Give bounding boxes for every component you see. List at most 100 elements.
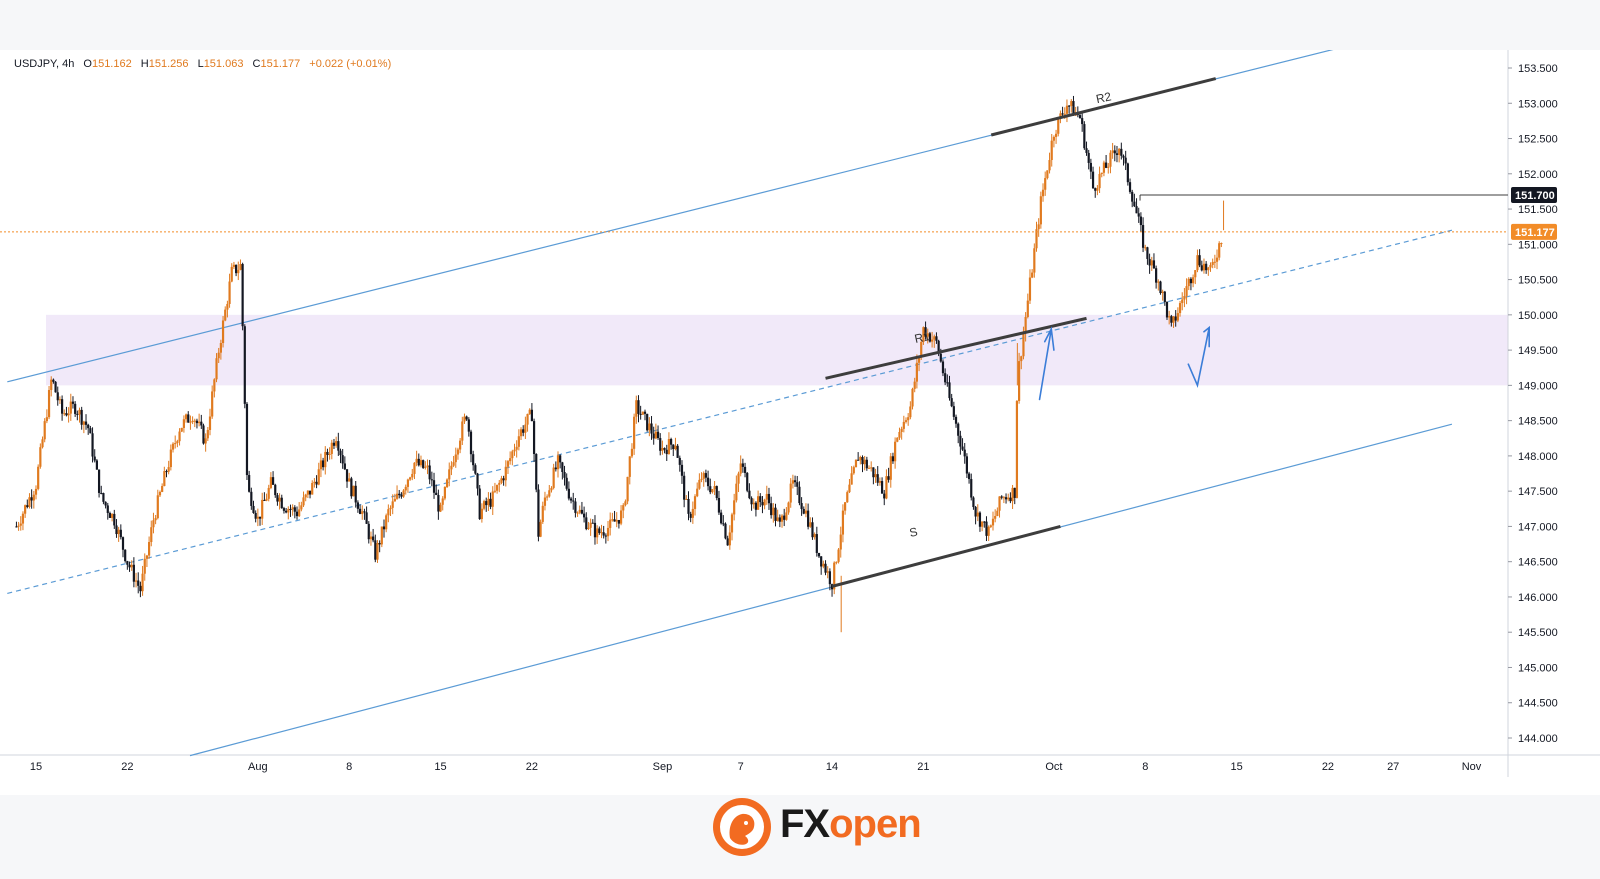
candle-body (852, 467, 855, 474)
x-tick-label: Sep (653, 761, 673, 773)
candle-body (733, 500, 736, 515)
candle-body (909, 406, 912, 418)
candle-body (415, 458, 418, 463)
candle-body (1152, 260, 1156, 269)
candle-body (672, 444, 675, 450)
candle-body (885, 476, 888, 499)
candlestick-series (15, 95, 1225, 633)
candle-body (1115, 153, 1119, 155)
candle-body (959, 435, 962, 447)
candle-body (1150, 260, 1153, 266)
candle-body (687, 498, 690, 514)
s-label: S (908, 525, 919, 540)
candle-body (469, 431, 473, 455)
candle-body (219, 343, 222, 353)
candle-body (498, 482, 501, 485)
candle-body (171, 443, 175, 450)
candle-body (519, 429, 523, 437)
candle-body (228, 281, 231, 304)
candle-body (767, 493, 771, 504)
candle-body (335, 441, 338, 446)
candle-body (193, 420, 196, 422)
candle-body (1111, 150, 1114, 153)
candle-body (891, 456, 895, 462)
candle-body (406, 479, 410, 487)
candle-body (269, 477, 272, 488)
candle-body (509, 458, 512, 462)
candle-body (713, 486, 716, 490)
candle-body (776, 517, 779, 521)
candle-body (152, 520, 155, 528)
open-value: 151.162 (91, 58, 132, 70)
x-tick-label: Aug (248, 761, 268, 773)
candle-body (1200, 265, 1203, 271)
candle-body (561, 462, 564, 473)
candle-body (265, 498, 268, 501)
candle-body (952, 406, 955, 417)
candle-body (552, 467, 555, 488)
y-tick-label: 148.000 (1518, 451, 1558, 463)
candle-body (548, 490, 551, 497)
candle-body (437, 495, 440, 512)
candle-body (1113, 150, 1116, 154)
candle-body (230, 266, 233, 282)
candle-body (589, 522, 592, 528)
y-tick-label: 147.000 (1518, 521, 1558, 533)
candle-body (1172, 316, 1175, 323)
candle-body (602, 532, 605, 536)
candle-body (1068, 105, 1071, 107)
candle-body (741, 463, 744, 467)
candle-body (26, 505, 29, 508)
r1-resistance-line (825, 316, 1087, 380)
candle-body (121, 537, 125, 550)
candle-body (878, 481, 881, 483)
support-line (831, 524, 1061, 588)
price-chart[interactable]: R2 R1 S 144.000 144.500 145.000 145.500 146.00… (0, 50, 1600, 795)
candle-body (1139, 216, 1142, 226)
candle-body (330, 442, 333, 454)
candle-body (74, 403, 77, 414)
candle-body (496, 484, 499, 491)
candle-body (785, 512, 788, 520)
candle-body (904, 420, 908, 422)
candle-body (765, 493, 768, 500)
candle-body (935, 336, 938, 341)
candle-body (583, 513, 586, 518)
candle-body (504, 466, 507, 481)
candle-body (111, 513, 114, 518)
candle-body (32, 494, 35, 501)
candle-body (211, 391, 214, 417)
candle-body (754, 502, 758, 510)
candle-body (944, 373, 947, 383)
candle-body (1189, 278, 1193, 284)
candle-body (724, 523, 727, 539)
x-tick-label: 15 (1230, 761, 1242, 773)
candle-body (452, 462, 455, 466)
candle-body (261, 499, 264, 519)
candle-body (889, 456, 892, 480)
candle-body (1155, 268, 1158, 283)
candle-body (352, 485, 355, 497)
candle-body (37, 466, 40, 489)
candle-body (1020, 356, 1023, 362)
candle-body (21, 513, 25, 524)
candle-body (302, 497, 305, 506)
candle-body (685, 498, 688, 500)
candle-body (702, 473, 705, 479)
candle-body (1198, 255, 1201, 266)
candle-body (811, 522, 814, 538)
candle-body (76, 413, 79, 415)
candle-body (650, 423, 653, 434)
candle-body (1083, 124, 1086, 149)
candle-body (656, 431, 660, 439)
candle-body (156, 495, 159, 519)
y-tick-label: 153.000 (1518, 98, 1558, 110)
candle-body (543, 497, 547, 506)
candle-body (624, 501, 627, 506)
candle-body (200, 421, 203, 426)
candle-body (221, 320, 225, 344)
candle-body (1033, 248, 1036, 273)
y-tick-label: 151.500 (1518, 204, 1558, 216)
candle-body (432, 480, 436, 493)
candle-body (693, 496, 697, 509)
